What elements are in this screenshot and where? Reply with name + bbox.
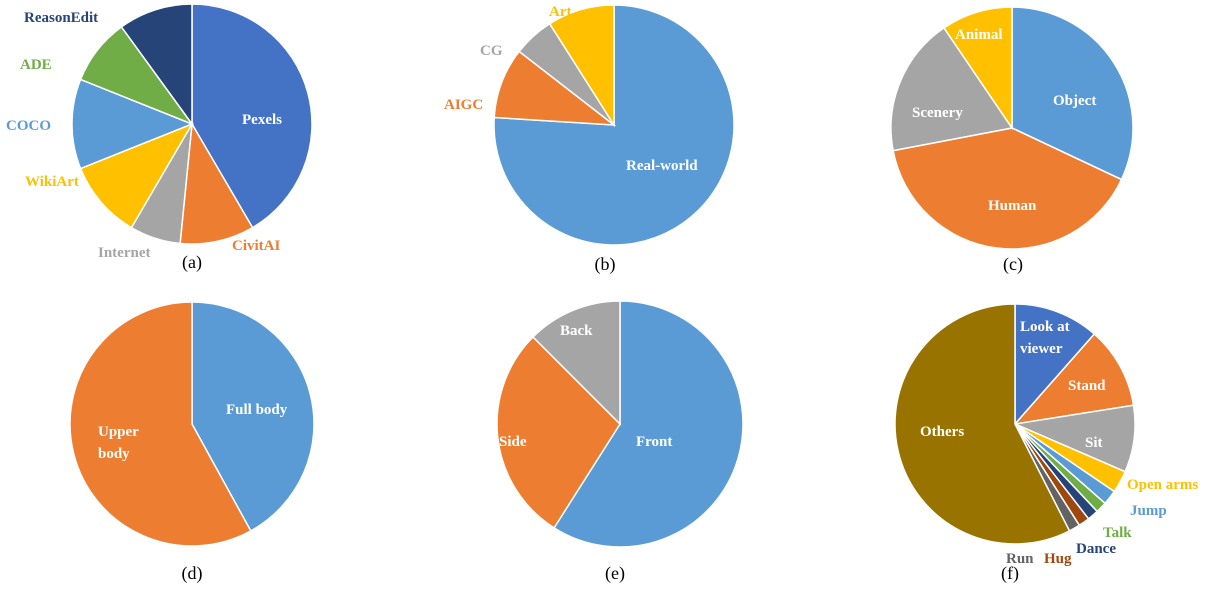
slice-label-pexels: Pexels: [242, 112, 282, 128]
slice-label-art: Art: [549, 4, 572, 20]
chart-caption: (f): [1001, 563, 1019, 584]
slice-label-sit: Sit: [1085, 435, 1103, 451]
pie-slice-coco: [71, 78, 195, 170]
slice-label-wikiart: WikiArt: [25, 174, 79, 190]
slice-label-stand: Stand: [1068, 378, 1106, 394]
slice-label-ade: ADE: [20, 57, 52, 73]
slice-label-human: Human: [988, 198, 1037, 214]
slice-label-internet: Internet: [98, 245, 151, 261]
pie-slice-stand: [1013, 332, 1135, 426]
chart-caption: (d): [182, 563, 203, 584]
chart-caption: (a): [182, 252, 202, 273]
slice-label-front: Front: [636, 434, 672, 450]
pie-slice-reasonedit: [120, 3, 193, 127]
pie-slice-others: [894, 303, 1071, 545]
chart-caption: (c): [1003, 254, 1023, 275]
slice-label-full-body: Full body: [226, 402, 288, 418]
chart-caption: (e): [605, 563, 625, 584]
pie-slice-front: [553, 300, 744, 548]
slice-label-aigc: AIGC: [444, 97, 483, 113]
slice-label-talk: Talk: [1103, 525, 1132, 541]
pie-chart-5: Front Side Back (e): [496, 300, 744, 584]
pie-slice-scenery: [890, 26, 1014, 152]
pie-slice-art: [548, 4, 615, 128]
pie-slice-real-world: [493, 4, 735, 246]
pie-slice-back: [531, 300, 621, 426]
slice-label-coco: COCO: [6, 118, 51, 134]
slice-label-object: Object: [1053, 93, 1096, 109]
pie-slice-pexels: [191, 3, 313, 229]
pie-slice-human: [892, 127, 1123, 250]
slice-label-reasonedit: ReasonEdit: [24, 10, 98, 26]
pie-chart-2: Real-world AIGC CG Art (b): [444, 4, 735, 275]
pie-chart-3: Object Human Scenery Animal (c): [890, 6, 1134, 275]
slice-label-scenery: Scenery: [912, 105, 963, 121]
pie-slice-civitai: [179, 121, 254, 245]
pie-chart-1: Pexels CivitAI Internet WikiArt COCO ADE Reaso…: [6, 3, 313, 273]
slice-label-jump: Jump: [1130, 503, 1167, 519]
slice-label-animal: Animal: [955, 27, 1003, 43]
pie-slice-animal: [942, 6, 1013, 131]
pie-slice-side: [496, 335, 621, 529]
pie-slice-wikiart: [79, 122, 194, 229]
pie-chart-6: Look at viewer Stand Sit Open arms Jump TalkDa…: [894, 303, 1198, 584]
chart-caption: (b): [595, 254, 616, 275]
slice-label-back: Back: [560, 323, 593, 339]
slice-label-side: Side: [499, 434, 527, 450]
pie-slice-object: [1011, 6, 1134, 181]
slice-label-cg: CG: [480, 43, 503, 59]
slice-label-civitai: CivitAI: [232, 238, 280, 254]
slice-label-dance: Dance: [1076, 541, 1116, 557]
pie-slice-full-body: [191, 301, 315, 532]
slice-label-run: Run: [1006, 551, 1034, 567]
slice-label-look-at-viewer: Look at viewer: [1020, 319, 1070, 357]
pie-slice-upper-body: [69, 301, 252, 547]
slice-label-upper-body: Upper body: [98, 424, 139, 462]
pie-slice-look-at-viewer: [1014, 303, 1096, 426]
slice-label-open-arms: Open arms: [1127, 477, 1198, 493]
pie-chart-4: Full body Upper body (d): [69, 301, 315, 584]
slice-label-hug: Hug: [1044, 551, 1072, 567]
slice-label-others: Others: [920, 424, 964, 440]
slice-label-real-world: Real-world: [626, 158, 698, 174]
